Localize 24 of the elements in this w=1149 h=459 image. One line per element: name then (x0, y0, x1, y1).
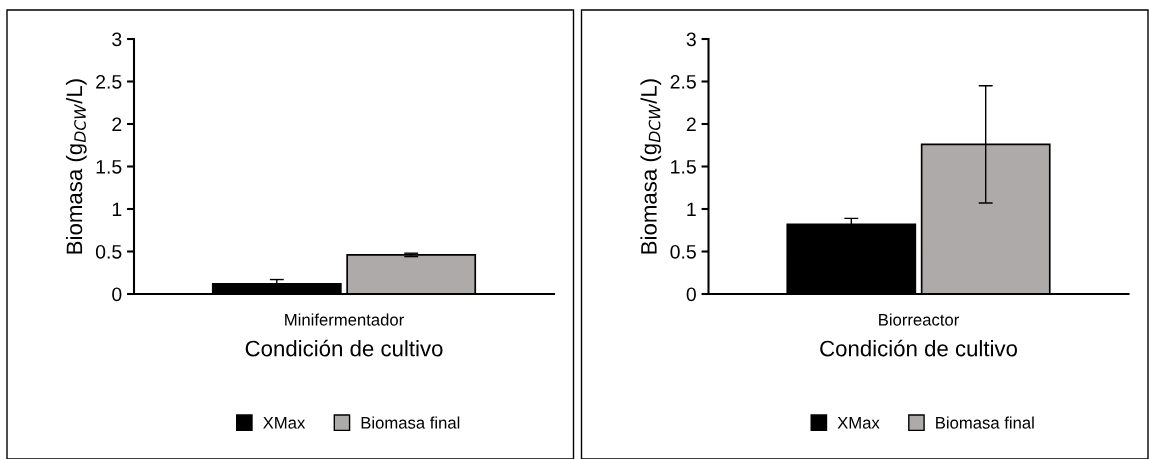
y-tick-label: 2.5 (670, 74, 696, 89)
x-axis-title: Condición de cultivo (245, 339, 443, 357)
y-tick-label: 1.5 (671, 160, 696, 174)
x-tick-label: Biorreactor (879, 313, 959, 326)
y-tick-label: 2 (686, 117, 696, 132)
legend-label: XMax (263, 417, 306, 429)
legend-label: Biomasa final (936, 416, 1034, 429)
legend-label: Biomasa final (361, 416, 460, 429)
y-tick-label: 1 (687, 202, 696, 217)
y-axis-title: Biomasa (g$_{DCW}$/L) (640, 79, 662, 254)
y-tick-label: 2 (112, 117, 122, 132)
x-tick-label: Minifermentador (285, 313, 404, 326)
y-tick-label: 0.5 (95, 244, 122, 259)
y-tick-label: 3 (112, 32, 122, 47)
x-axis-title: Condición de cultivo (820, 339, 1018, 357)
legend-label: XMax (837, 417, 880, 429)
y-tick-label: 0 (686, 287, 696, 302)
y-tick-label: 2.5 (96, 74, 122, 89)
y-axis-title: Biomasa (g$_{DCW}$/L) (65, 79, 87, 254)
y-tick-label: 1 (112, 202, 122, 217)
y-tick-label: 0 (112, 287, 122, 302)
y-tick-label: 0.5 (670, 244, 696, 259)
y-tick-label: 3 (686, 32, 696, 47)
y-tick-label: 1.5 (96, 160, 122, 174)
